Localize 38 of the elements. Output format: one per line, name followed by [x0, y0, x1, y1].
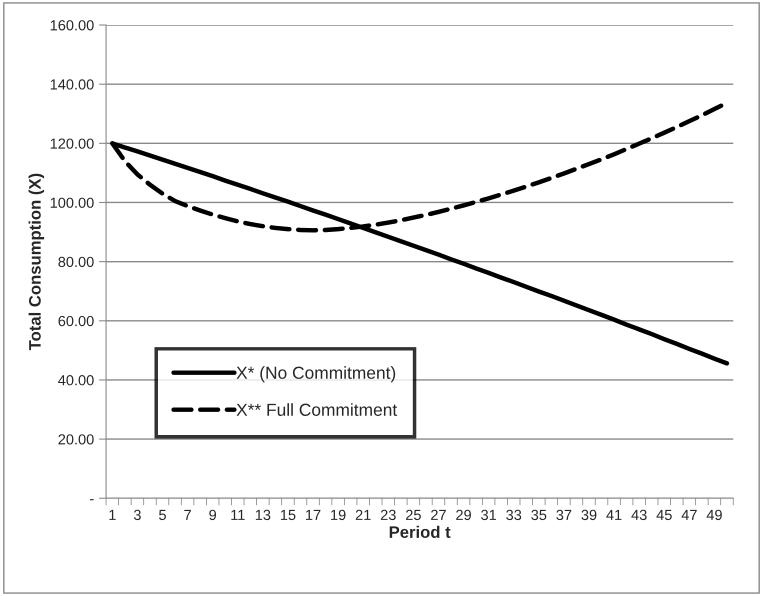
x-tick-label: 33: [506, 510, 522, 520]
x-tick-label: 13: [256, 510, 270, 520]
x-tick-label: 19: [331, 510, 346, 520]
x-tick-label: 1: [109, 510, 116, 520]
y-tick-label: 60.00: [58, 316, 94, 326]
y-tick-label: 140.00: [50, 79, 94, 90]
x-tick-label: 25: [406, 510, 421, 520]
x-tick-label: 39: [581, 510, 596, 520]
x-tick-label: 17: [306, 510, 320, 520]
x-tick-label: 37: [556, 510, 572, 520]
x-tick-label: 45: [656, 510, 672, 520]
x-tick-label: 23: [380, 510, 396, 520]
x-tick-label: 21: [356, 510, 371, 520]
y-tick-label: 40.00: [58, 375, 94, 386]
y-axis-title: Total Consumption (X): [28, 174, 44, 350]
x-tick-label: 41: [606, 510, 622, 520]
x-tick-label: 49: [706, 510, 722, 520]
y-tick-label: 20.00: [58, 434, 94, 445]
x-tick-label: 35: [531, 510, 546, 520]
x-tick-label: 3: [134, 510, 141, 520]
x-tick-label: 15: [280, 510, 296, 520]
x-tick-label: 31: [481, 510, 496, 520]
y-tick-label: 160.00: [50, 20, 94, 30]
x-tick-label: 7: [184, 510, 191, 520]
y-tick-label: -: [90, 499, 94, 500]
x-tick-label: 43: [631, 510, 647, 520]
x-tick-label: 29: [456, 510, 471, 520]
x-axis-title: Period t: [390, 526, 450, 538]
x-tick-label: 47: [682, 510, 697, 520]
x-tick-label: 11: [231, 510, 245, 520]
y-tick-label: 80.00: [58, 256, 94, 268]
legend-label: X** Full Commitment: [236, 403, 398, 416]
x-tick-label: 9: [209, 510, 216, 520]
x-tick-label: 27: [431, 510, 446, 520]
y-tick-label: 100.00: [50, 198, 94, 208]
x-tick-label: 5: [159, 510, 166, 520]
legend-label: X* (No Commitment): [236, 366, 396, 382]
y-tick-label: 120.00: [50, 138, 94, 149]
